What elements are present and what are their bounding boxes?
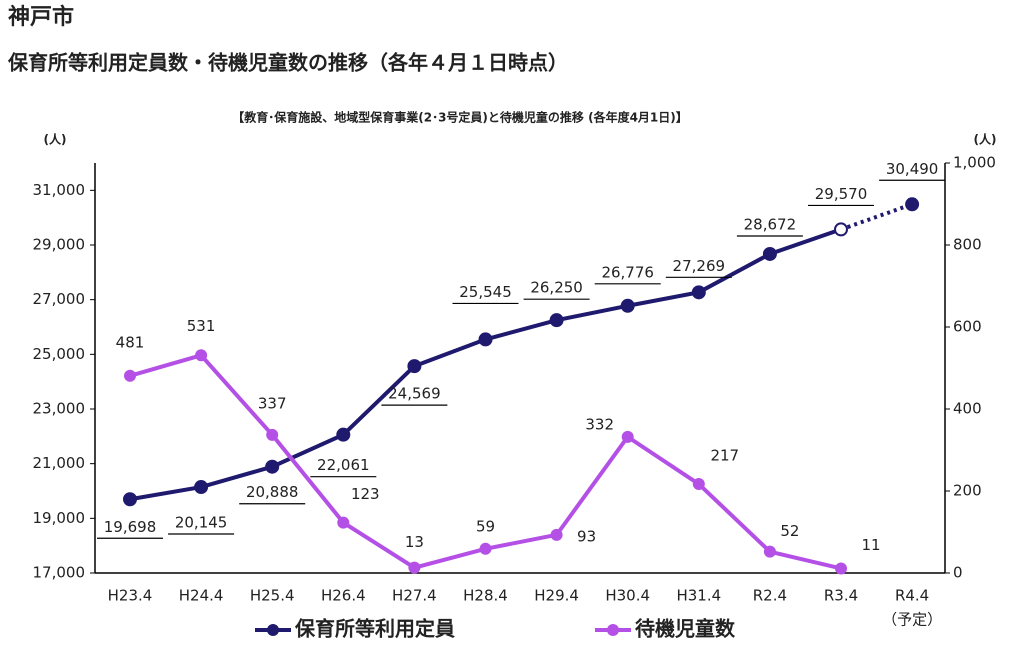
waiting-point bbox=[124, 369, 136, 382]
y2-tick-label: 800 bbox=[953, 236, 982, 254]
waiting-label: 123 bbox=[351, 485, 380, 503]
capacity-point bbox=[905, 197, 920, 212]
x-tick-label: H29.4 bbox=[534, 587, 579, 605]
x-tick-label: H25.4 bbox=[250, 587, 295, 605]
x-tick-label: H27.4 bbox=[392, 587, 437, 605]
y-tick-label: 19,000 bbox=[33, 509, 86, 527]
capacity-point bbox=[834, 222, 848, 237]
capacity-point bbox=[265, 459, 280, 474]
x-tick-label: H26.4 bbox=[321, 587, 366, 605]
capacity-point bbox=[407, 359, 422, 374]
x-tick-label: H31.4 bbox=[676, 587, 721, 605]
y2-tick-label: 600 bbox=[953, 318, 982, 336]
y2-tick-label: 0 bbox=[953, 564, 963, 582]
capacity-point bbox=[123, 492, 137, 507]
y-tick-label: 25,000 bbox=[33, 345, 86, 363]
capacity-label: 20,145 bbox=[175, 514, 228, 532]
capacity-label: 19,698 bbox=[104, 518, 157, 536]
waiting-point bbox=[479, 542, 492, 555]
capacity-point bbox=[336, 427, 351, 442]
capacity-point bbox=[549, 313, 564, 328]
legend-marker bbox=[267, 624, 279, 636]
y-tick-label: 23,000 bbox=[33, 400, 86, 418]
capacity-label: 24,569 bbox=[388, 385, 441, 403]
capacity-label: 26,250 bbox=[530, 279, 583, 297]
waiting-label: 217 bbox=[710, 447, 739, 465]
waiting-label: 481 bbox=[116, 333, 145, 351]
capacity-point bbox=[620, 298, 635, 313]
capacity-line-projected bbox=[840, 202, 913, 232]
waiting-point bbox=[337, 516, 350, 529]
city-name: 神戸市 bbox=[8, 4, 74, 30]
y2-tick-label: 200 bbox=[953, 482, 982, 500]
x-tick-label: R3.4 bbox=[824, 587, 858, 605]
page-title: 保育所等利用定員数・待機児童数の推移（各年４月１日時点） bbox=[7, 51, 568, 75]
waiting-point bbox=[550, 528, 563, 541]
y-tick-label: 29,000 bbox=[33, 236, 86, 254]
x-tick-label: R2.4 bbox=[753, 587, 787, 605]
y-tick-label: 31,000 bbox=[33, 181, 86, 199]
capacity-point bbox=[691, 285, 706, 300]
capacity-point bbox=[478, 332, 493, 347]
x-tick-label: H24.4 bbox=[179, 587, 224, 605]
capacity-label: 20,888 bbox=[246, 483, 299, 501]
legend-marker bbox=[607, 624, 619, 636]
x-tick-label: R4.4 bbox=[895, 587, 929, 605]
waiting-point bbox=[763, 545, 776, 558]
waiting-point bbox=[266, 428, 279, 441]
chart-title: 【教育･保育施設、地域型保育事業(2･3号定員)と待機児童の推移 (各年度4月1… bbox=[232, 110, 688, 125]
capacity-label: 28,672 bbox=[744, 215, 797, 233]
capacity-label: 22,061 bbox=[317, 456, 370, 474]
waiting-label: 52 bbox=[780, 522, 799, 540]
capacity-label: 29,570 bbox=[815, 185, 868, 203]
waiting-label: 93 bbox=[577, 527, 596, 545]
waiting-point bbox=[835, 562, 847, 575]
y2-tick-label: 400 bbox=[953, 400, 982, 418]
y-tick-label: 21,000 bbox=[33, 454, 86, 472]
x-tick-label: H30.4 bbox=[605, 587, 650, 605]
y2-tick-label: 1,000 bbox=[953, 154, 996, 172]
waiting-label: 13 bbox=[405, 533, 424, 551]
capacity-label: 27,269 bbox=[673, 257, 726, 275]
legend-label: 待機児童数 bbox=[635, 617, 736, 641]
y2-axis-unit: (人) bbox=[974, 132, 997, 147]
legend-label: 保育所等利用定員 bbox=[294, 617, 455, 641]
x-tick-note: （予定） bbox=[882, 611, 942, 629]
waiting-point bbox=[692, 478, 705, 491]
waiting-label: 11 bbox=[861, 536, 880, 554]
x-tick-label: H23.4 bbox=[108, 587, 153, 605]
capacity-label: 30,490 bbox=[886, 160, 939, 178]
capacity-label: 26,776 bbox=[601, 263, 654, 281]
capacity-point bbox=[194, 480, 209, 495]
waiting-label: 531 bbox=[187, 317, 216, 335]
waiting-label: 337 bbox=[258, 394, 287, 412]
x-tick-label: H28.4 bbox=[463, 587, 508, 605]
waiting-label: 59 bbox=[476, 517, 495, 535]
waiting-point bbox=[621, 430, 634, 443]
waiting-point bbox=[408, 561, 421, 574]
capacity-point bbox=[762, 246, 777, 261]
waiting-point bbox=[195, 349, 208, 362]
y-tick-label: 27,000 bbox=[33, 290, 86, 308]
y-axis-unit: (人) bbox=[44, 132, 67, 147]
waiting-label: 332 bbox=[585, 415, 614, 433]
capacity-label: 25,545 bbox=[459, 283, 512, 301]
y-tick-label: 17,000 bbox=[33, 564, 86, 582]
